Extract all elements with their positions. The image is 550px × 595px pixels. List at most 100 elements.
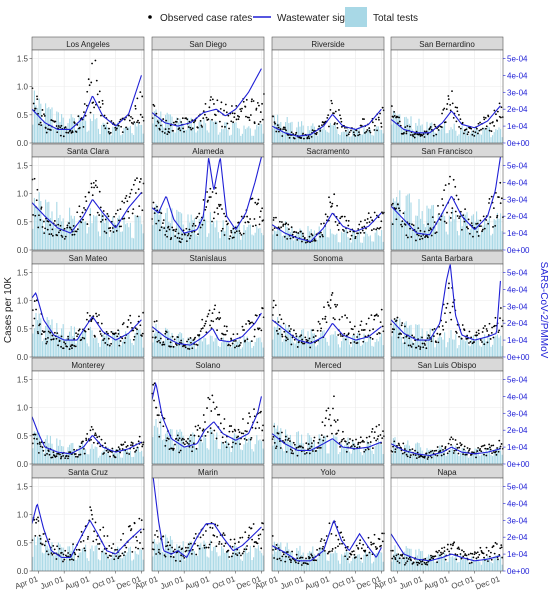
case-point: [440, 126, 443, 129]
test-bar: [227, 441, 229, 464]
case-point: [318, 547, 321, 550]
test-bar: [339, 347, 341, 357]
case-point: [373, 437, 376, 439]
test-bar: [312, 234, 314, 250]
case-point: [449, 543, 452, 546]
test-bar: [142, 456, 144, 464]
x-tick-label: Oct 01: [211, 574, 237, 591]
case-point: [318, 438, 321, 441]
case-point: [209, 187, 212, 190]
test-bar: [493, 336, 495, 357]
test-bar: [200, 338, 202, 357]
test-bar: [463, 447, 465, 464]
case-point: [66, 226, 69, 229]
test-bar: [391, 336, 393, 357]
case-point: [136, 121, 138, 124]
test-bar: [176, 429, 178, 464]
case-point: [304, 453, 306, 455]
test-bar: [237, 127, 239, 143]
test-bar: [102, 122, 104, 143]
test-bar: [80, 336, 82, 357]
case-point: [49, 224, 52, 226]
test-bar: [488, 127, 490, 143]
case-point: [381, 106, 384, 109]
case-point: [403, 132, 405, 134]
case-point: [439, 554, 441, 557]
test-bar: [339, 563, 341, 571]
test-bar: [96, 215, 98, 250]
test-bar: [219, 238, 221, 250]
case-point: [484, 325, 486, 327]
test-bar: [342, 131, 344, 143]
case-point: [473, 553, 476, 556]
case-point: [244, 105, 247, 108]
test-bar: [240, 239, 242, 250]
test-bar: [262, 448, 264, 464]
test-bar: [229, 135, 231, 143]
test-bar: [152, 123, 154, 143]
test-bar: [472, 335, 474, 357]
case-point: [125, 546, 128, 549]
test-bar: [241, 560, 243, 571]
case-point: [137, 547, 140, 550]
case-point: [217, 213, 219, 215]
legend-tests-swatch: [345, 7, 367, 27]
test-bar: [447, 234, 449, 250]
case-point: [202, 534, 205, 536]
case-point: [304, 336, 307, 339]
case-point: [92, 181, 95, 184]
case-point: [199, 330, 202, 333]
case-point: [355, 544, 358, 547]
case-point: [304, 562, 307, 564]
test-bar: [490, 454, 492, 464]
test-bar: [78, 333, 80, 357]
case-point: [208, 196, 211, 199]
test-bar: [501, 231, 503, 250]
test-bar: [492, 233, 494, 250]
case-point: [223, 212, 225, 215]
test-bar: [294, 238, 296, 250]
case-point: [435, 133, 438, 136]
case-point: [64, 342, 67, 345]
case-point: [254, 201, 257, 204]
case-point: [223, 325, 226, 328]
case-point: [141, 116, 144, 119]
case-point: [308, 235, 311, 238]
case-point: [153, 105, 156, 107]
case-point: [408, 337, 411, 340]
case-point: [362, 340, 365, 343]
case-point: [90, 425, 93, 428]
case-point: [456, 447, 459, 449]
case-point: [130, 116, 132, 118]
test-bar: [329, 553, 331, 571]
case-point: [165, 545, 167, 548]
case-point: [428, 229, 430, 232]
case-point: [253, 218, 256, 220]
test-bar: [448, 450, 450, 464]
test-bar: [345, 549, 347, 571]
case-point: [238, 552, 241, 554]
case-point: [462, 555, 465, 558]
test-bar: [91, 223, 93, 250]
test-bar: [256, 435, 258, 464]
test-bar: [463, 559, 465, 571]
case-point: [463, 329, 466, 332]
test-bar: [187, 440, 189, 464]
test-bar: [198, 436, 200, 464]
case-point: [197, 424, 200, 427]
panel-title: Los Angeles: [66, 40, 110, 49]
case-point: [331, 292, 334, 294]
case-point: [328, 196, 330, 199]
case-point: [481, 127, 484, 130]
panel-border: [390, 49, 504, 144]
case-point: [262, 522, 265, 525]
case-point: [166, 437, 169, 440]
case-point: [402, 442, 405, 445]
case-point: [492, 121, 494, 123]
case-point: [272, 216, 275, 219]
test-bar: [67, 546, 69, 571]
case-point: [85, 104, 88, 107]
case-point: [363, 225, 366, 228]
test-bar: [141, 124, 143, 143]
case-point: [187, 546, 189, 549]
